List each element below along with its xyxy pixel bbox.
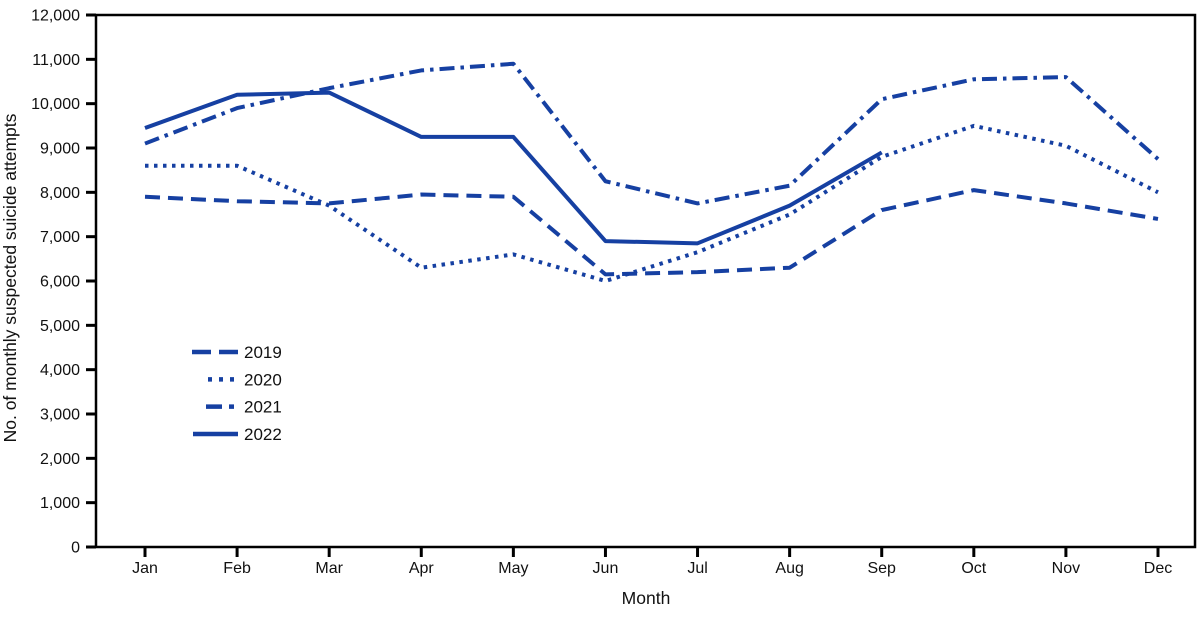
y-tick-label: 7,000 — [40, 229, 80, 246]
series-line-2019 — [144, 188, 1159, 277]
x-tick-label: Aug — [775, 560, 803, 577]
y-axis-title: No. of monthly suspected suicide attempt… — [0, 113, 20, 442]
y-tick-label: 3,000 — [40, 407, 80, 424]
x-tick-label: Oct — [961, 560, 986, 577]
x-tick-label: Jul — [687, 560, 707, 577]
series-layer — [144, 61, 1160, 283]
x-tick-label: Apr — [409, 560, 435, 577]
y-tick-label: 5,000 — [40, 318, 80, 335]
x-axis-title: Month — [622, 588, 671, 608]
y-tick-label: 2,000 — [40, 451, 80, 468]
series-line-2022 — [144, 90, 883, 246]
y-tick-label: 12,000 — [31, 8, 80, 25]
y-tick-label: 4,000 — [40, 362, 80, 379]
axes-layer: 0 1,000 2,000 3,000 4,000 5,000 6,000 7,000 8,00… — [31, 8, 1197, 577]
legend-label: 2020 — [244, 370, 282, 389]
legend-item-2021: 2021 — [206, 398, 282, 417]
x-tick-label: Feb — [223, 560, 251, 577]
series-line-2020 — [145, 123, 1159, 283]
x-tick-label: Sep — [867, 560, 896, 577]
legend-label: 2019 — [244, 343, 282, 362]
legend-item-2022: 2022 — [193, 425, 282, 444]
x-tick-label: Nov — [1052, 560, 1080, 577]
series-line-2021 — [144, 61, 1160, 206]
y-tick-label: 11,000 — [32, 52, 80, 69]
y-tick-label: 1,000 — [40, 495, 80, 512]
y-tick-label: 10,000 — [31, 96, 80, 113]
x-tick-label: Jan — [132, 560, 158, 577]
y-tick-label: 0 — [71, 540, 80, 557]
y-tick-label: 9,000 — [40, 141, 80, 158]
x-tick-label: Dec — [1144, 560, 1172, 577]
legend-item-2020: 2020 — [208, 370, 282, 389]
legend: 2019 2020 2021 2022 — [192, 343, 282, 444]
x-tick-label: May — [498, 560, 528, 577]
y-tick-label: 8,000 — [40, 185, 80, 202]
legend-label: 2022 — [244, 425, 282, 444]
legend-label: 2021 — [244, 398, 282, 417]
x-tick-label: Mar — [315, 560, 343, 577]
x-tick-label: Jun — [593, 560, 619, 577]
y-tick-label: 6,000 — [40, 274, 80, 291]
legend-item-2019: 2019 — [192, 343, 282, 362]
